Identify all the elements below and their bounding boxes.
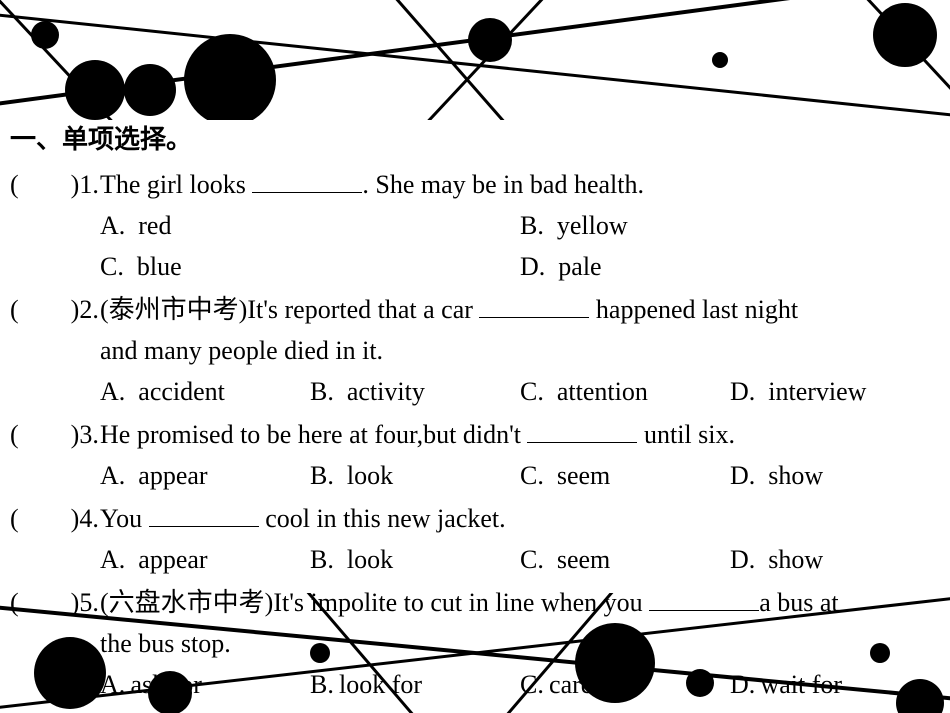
question: ( )4.You cool in this new jacket.A. appe…: [10, 499, 940, 581]
question: ( )3.He promised to be here at four,but …: [10, 415, 940, 497]
answer-option[interactable]: C. seem: [520, 456, 730, 495]
answer-option[interactable]: C. seem: [520, 540, 730, 579]
stem-text: The girl looks: [100, 170, 252, 199]
question-stem: (泰州市中考)It's reported that a car happened…: [100, 290, 940, 329]
answer-option[interactable]: A. appear: [100, 456, 310, 495]
stem-text: You: [100, 504, 149, 533]
fill-in-blank[interactable]: [527, 417, 637, 443]
question: ( )1.The girl looks . She may be in bad …: [10, 165, 940, 288]
stem-text: It's impolite to cut in line when you: [273, 588, 649, 617]
options-row: C. blueD. pale: [100, 247, 940, 286]
stem-text: He promised to be here at four,but didn'…: [100, 420, 527, 449]
answer-option[interactable]: C. blue: [100, 247, 520, 286]
answer-option[interactable]: A. ask for: [100, 665, 310, 704]
answer-bracket[interactable]: ( )2.: [10, 290, 100, 329]
options-row: A. redB. yellow: [100, 206, 940, 245]
question-body: You cool in this new jacket.A. appearB. …: [100, 499, 940, 581]
question: ( )5.(六盘水市中考)It's impolite to cut in lin…: [10, 583, 940, 706]
question-body: He promised to be here at four,but didn'…: [100, 415, 940, 497]
answer-option[interactable]: D. show: [730, 540, 940, 579]
question-continuation: the bus stop.: [100, 624, 940, 663]
worksheet-content: 一、单项选择。 ( )1.The girl looks . She may be…: [10, 120, 940, 708]
stem-text: happened last night: [589, 295, 798, 324]
decorative-border-top: [0, 0, 950, 120]
answer-option[interactable]: D. show: [730, 456, 940, 495]
options-row: A. appearB. lookC. seemD. show: [100, 456, 940, 495]
stem-text: It's reported that a car: [247, 295, 479, 324]
stem-text: cool in this new jacket.: [259, 504, 506, 533]
fill-in-blank[interactable]: [649, 585, 759, 611]
options-row: A. ask forB. look forC. care forD. wait …: [100, 665, 940, 704]
options-row: A. appearB. lookC. seemD. show: [100, 540, 940, 579]
stem-text: . She may be in bad health.: [362, 170, 644, 199]
answer-option[interactable]: B. look for: [310, 665, 520, 704]
stem-text: until six.: [637, 420, 735, 449]
answer-option[interactable]: A. red: [100, 206, 520, 245]
question: ( )2.(泰州市中考)It's reported that a car hap…: [10, 290, 940, 413]
answer-bracket[interactable]: ( )1.: [10, 165, 100, 204]
answer-option[interactable]: B. yellow: [520, 206, 940, 245]
answer-option[interactable]: A. accident: [100, 372, 310, 411]
question-stem: You cool in this new jacket.: [100, 499, 940, 538]
answer-bracket[interactable]: ( )3.: [10, 415, 100, 454]
question-body: (泰州市中考)It's reported that a car happened…: [100, 290, 940, 413]
question-body: The girl looks . She may be in bad healt…: [100, 165, 940, 288]
fill-in-blank[interactable]: [479, 292, 589, 318]
answer-option[interactable]: B. activity: [310, 372, 520, 411]
fill-in-blank[interactable]: [252, 167, 362, 193]
question-stem: The girl looks . She may be in bad healt…: [100, 165, 940, 204]
question-continuation: and many people died in it.: [100, 331, 940, 370]
question-source: (泰州市中考): [100, 295, 247, 324]
question-stem: He promised to be here at four,but didn'…: [100, 415, 940, 454]
question-source: (六盘水市中考): [100, 588, 273, 617]
section-heading: 一、单项选择。: [10, 120, 940, 159]
question-body: (六盘水市中考)It's impolite to cut in line whe…: [100, 583, 940, 706]
answer-option[interactable]: B. look: [310, 456, 520, 495]
answer-bracket[interactable]: ( )4.: [10, 499, 100, 538]
answer-bracket[interactable]: ( )5.: [10, 583, 100, 622]
answer-option[interactable]: B. look: [310, 540, 520, 579]
answer-option[interactable]: D. pale: [520, 247, 940, 286]
fill-in-blank[interactable]: [149, 501, 259, 527]
answer-option[interactable]: D. interview: [730, 372, 940, 411]
options-row: A. accidentB. activityC. attentionD. int…: [100, 372, 940, 411]
answer-option[interactable]: D. wait for: [730, 665, 940, 704]
question-stem: (六盘水市中考)It's impolite to cut in line whe…: [100, 583, 940, 622]
answer-option[interactable]: C. attention: [520, 372, 730, 411]
answer-option[interactable]: A. appear: [100, 540, 310, 579]
stem-text: a bus at: [759, 588, 838, 617]
answer-option[interactable]: C. care for: [520, 665, 730, 704]
